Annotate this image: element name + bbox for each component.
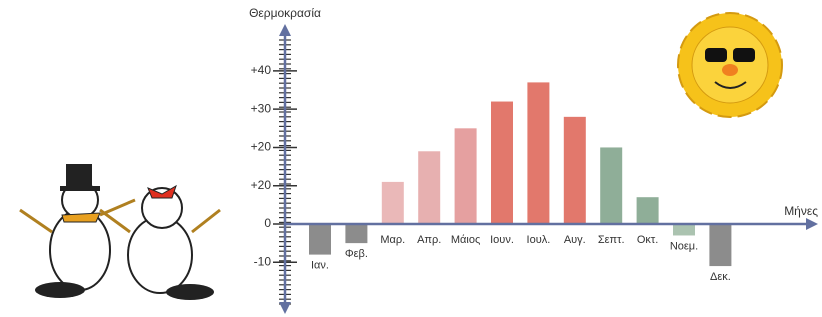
y-tick-label: -10	[254, 254, 272, 268]
bar	[345, 224, 367, 243]
chart: Θερμοκρασία Μήνες +40 +30 +20 +20 0 -10 Ιαν. Φε…	[0, 0, 822, 317]
bar	[673, 224, 695, 235]
x-tick-label: Φεβ.	[345, 248, 368, 260]
x-tick-label: Μαρ.	[380, 234, 405, 246]
x-tick-label: Οκτ.	[637, 234, 658, 246]
bar	[637, 197, 659, 224]
bar	[418, 151, 440, 224]
bar	[309, 224, 331, 255]
x-axis-label: Μήνες	[784, 204, 818, 218]
bar	[527, 82, 549, 224]
sun-illustration	[678, 13, 782, 117]
x-tick-label: Ιουλ.	[527, 234, 551, 246]
bar	[382, 182, 404, 224]
x-tick-label: Νοεμ.	[670, 240, 698, 252]
bar	[491, 102, 513, 224]
x-tick-label: Σεπτ.	[598, 234, 625, 246]
x-tick-label: Μάιος	[451, 234, 480, 246]
bar	[455, 128, 477, 224]
bar	[709, 224, 731, 266]
x-tick-label: Ιουν.	[490, 234, 514, 246]
y-tick-label: +30	[251, 101, 272, 115]
y-tick-label: +40	[251, 63, 272, 77]
y-axis-label: Θερμοκρασία	[249, 6, 321, 20]
bar	[600, 147, 622, 224]
y-tick-label: 0	[264, 216, 271, 230]
x-tick-label: Δεκ.	[710, 271, 731, 283]
x-axis-arrow	[806, 218, 818, 230]
snowmen-illustration	[20, 164, 220, 300]
x-tick-label: Ιαν.	[311, 260, 329, 272]
bar	[564, 117, 586, 224]
x-tick-label: Αυγ.	[564, 234, 586, 246]
y-tick-label: +20	[251, 140, 272, 154]
x-tick-label: Απρ.	[417, 234, 441, 246]
y-tick-label: +20	[251, 178, 272, 192]
